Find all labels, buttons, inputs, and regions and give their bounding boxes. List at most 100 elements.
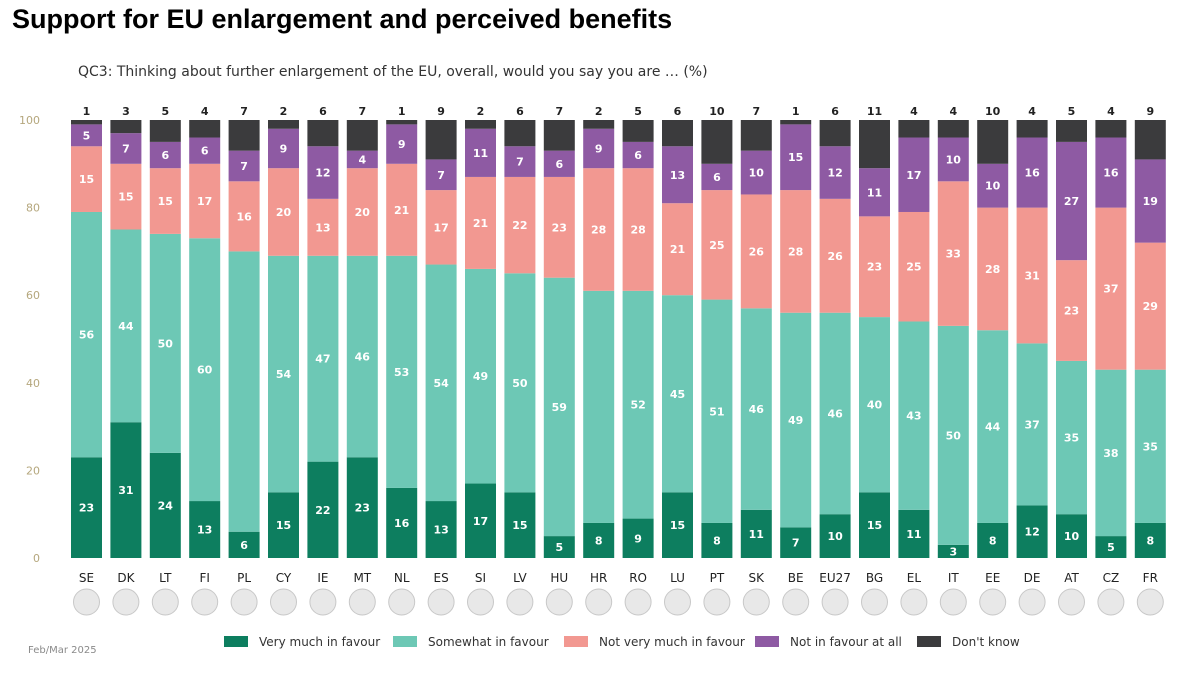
segment-value-label: 44: [985, 421, 1001, 434]
segment-value-label: 47: [315, 353, 330, 366]
y-tick-label: 60: [26, 289, 40, 302]
segment-value-label: 10: [985, 180, 1001, 193]
category-label: AT: [1064, 571, 1079, 585]
bar-segment: [977, 522, 1009, 558]
segment-value-label: 23: [552, 221, 567, 234]
y-tick-label: 100: [19, 114, 40, 127]
category-label: DK: [117, 571, 135, 585]
bar-segment: [662, 203, 693, 296]
segment-value-label: 11: [906, 528, 921, 541]
bar-segment: [780, 527, 812, 558]
legend-swatch: [224, 636, 248, 647]
bar-segment: [425, 159, 457, 191]
bar-segment: [1056, 141, 1087, 261]
legend-swatch: [564, 636, 588, 647]
bar-segment: [425, 501, 457, 558]
category-label: PL: [237, 571, 251, 585]
country-flag-icon: [73, 588, 100, 616]
bar-segment: [386, 124, 418, 164]
segment-value-label: 6: [240, 539, 248, 552]
country-flag-icon: [1058, 588, 1085, 616]
category-label: SI: [475, 571, 486, 585]
bar-segment: [819, 514, 851, 558]
dont-know-value-label: 3: [122, 105, 130, 118]
bar-segment: [937, 325, 969, 545]
segment-value-label: 43: [906, 410, 921, 423]
segment-value-label: 23: [1064, 305, 1079, 318]
bar-segment: [898, 509, 930, 558]
bar-segment: [937, 181, 969, 326]
country-flag-icon: [230, 588, 258, 616]
country-flag-icon: [782, 588, 810, 616]
bar-segment: [386, 255, 418, 488]
bar-segment: [149, 141, 181, 169]
bar-segment: [110, 422, 142, 558]
segment-value-label: 9: [398, 138, 406, 151]
bar-segment: [189, 137, 221, 164]
dont-know-value-label: 7: [555, 105, 563, 118]
segment-value-label: 53: [394, 366, 409, 379]
bar-segment: [819, 146, 851, 199]
bar-segment: [268, 168, 299, 256]
country-flag-icon: [545, 588, 573, 616]
category-label: EE: [985, 571, 1000, 585]
segment-value-label: 46: [355, 351, 371, 364]
bar-segment: [228, 531, 260, 558]
bar-segment: [1056, 260, 1087, 361]
chart-title: Support for EU enlargement and perceived…: [12, 4, 673, 34]
segment-value-label: 28: [788, 245, 803, 258]
segment-value-label: 28: [630, 224, 645, 237]
bar-segment: [1016, 207, 1048, 344]
bar-segment: [386, 120, 418, 125]
bar-segment: [71, 146, 102, 212]
segment-value-label: 50: [512, 377, 528, 390]
dont-know-value-label: 10: [709, 105, 725, 118]
bar-segment: [1095, 120, 1127, 138]
bar-segment: [268, 255, 299, 493]
bar-segment: [504, 273, 536, 493]
y-tick-label: 0: [33, 552, 40, 565]
segment-value-label: 29: [1143, 300, 1158, 313]
segment-value-label: 23: [355, 502, 370, 515]
country-flag-icon: [1097, 588, 1125, 616]
country-flag-icon: [821, 588, 849, 616]
bar-segment: [425, 190, 457, 265]
category-label: HR: [590, 571, 607, 585]
bar-segment: [189, 238, 221, 502]
segment-value-label: 37: [1103, 283, 1118, 296]
segment-value-label: 31: [1024, 269, 1039, 282]
bar-segment: [543, 150, 575, 177]
dont-know-value-label: 6: [674, 105, 682, 118]
bar-segment: [228, 120, 260, 151]
country-flag-icon: [348, 588, 376, 616]
bar-segment: [1016, 120, 1048, 138]
category-label: CY: [276, 571, 292, 585]
bar-segment: [386, 163, 418, 256]
bar-segment: [1134, 242, 1166, 370]
bar-segment: [859, 317, 890, 493]
segment-value-label: 27: [1064, 195, 1079, 208]
bar-segment: [543, 120, 575, 151]
bar-segment: [386, 487, 418, 558]
bar-segment: [819, 120, 851, 147]
segment-value-label: 15: [670, 519, 685, 532]
bar-segment: [740, 509, 772, 558]
segment-value-label: 17: [906, 169, 921, 182]
country-flag-icon: [939, 588, 967, 616]
bar-segment: [937, 137, 969, 182]
bar-segment: [622, 141, 654, 169]
segment-value-label: 8: [595, 534, 603, 547]
bar-segment: [1056, 360, 1087, 515]
segment-value-label: 51: [709, 405, 724, 418]
segment-value-label: 12: [1024, 526, 1039, 539]
bar-segment: [898, 321, 930, 510]
bar-segment: [543, 176, 575, 278]
segment-value-label: 54: [433, 377, 449, 390]
category-label: HU: [550, 571, 568, 585]
segment-value-label: 15: [118, 191, 133, 204]
bar-segment: [504, 492, 536, 558]
bar-segment: [425, 264, 457, 502]
bar-segment: [504, 176, 536, 274]
bar-segment: [149, 233, 181, 453]
legend-swatch: [755, 636, 779, 647]
